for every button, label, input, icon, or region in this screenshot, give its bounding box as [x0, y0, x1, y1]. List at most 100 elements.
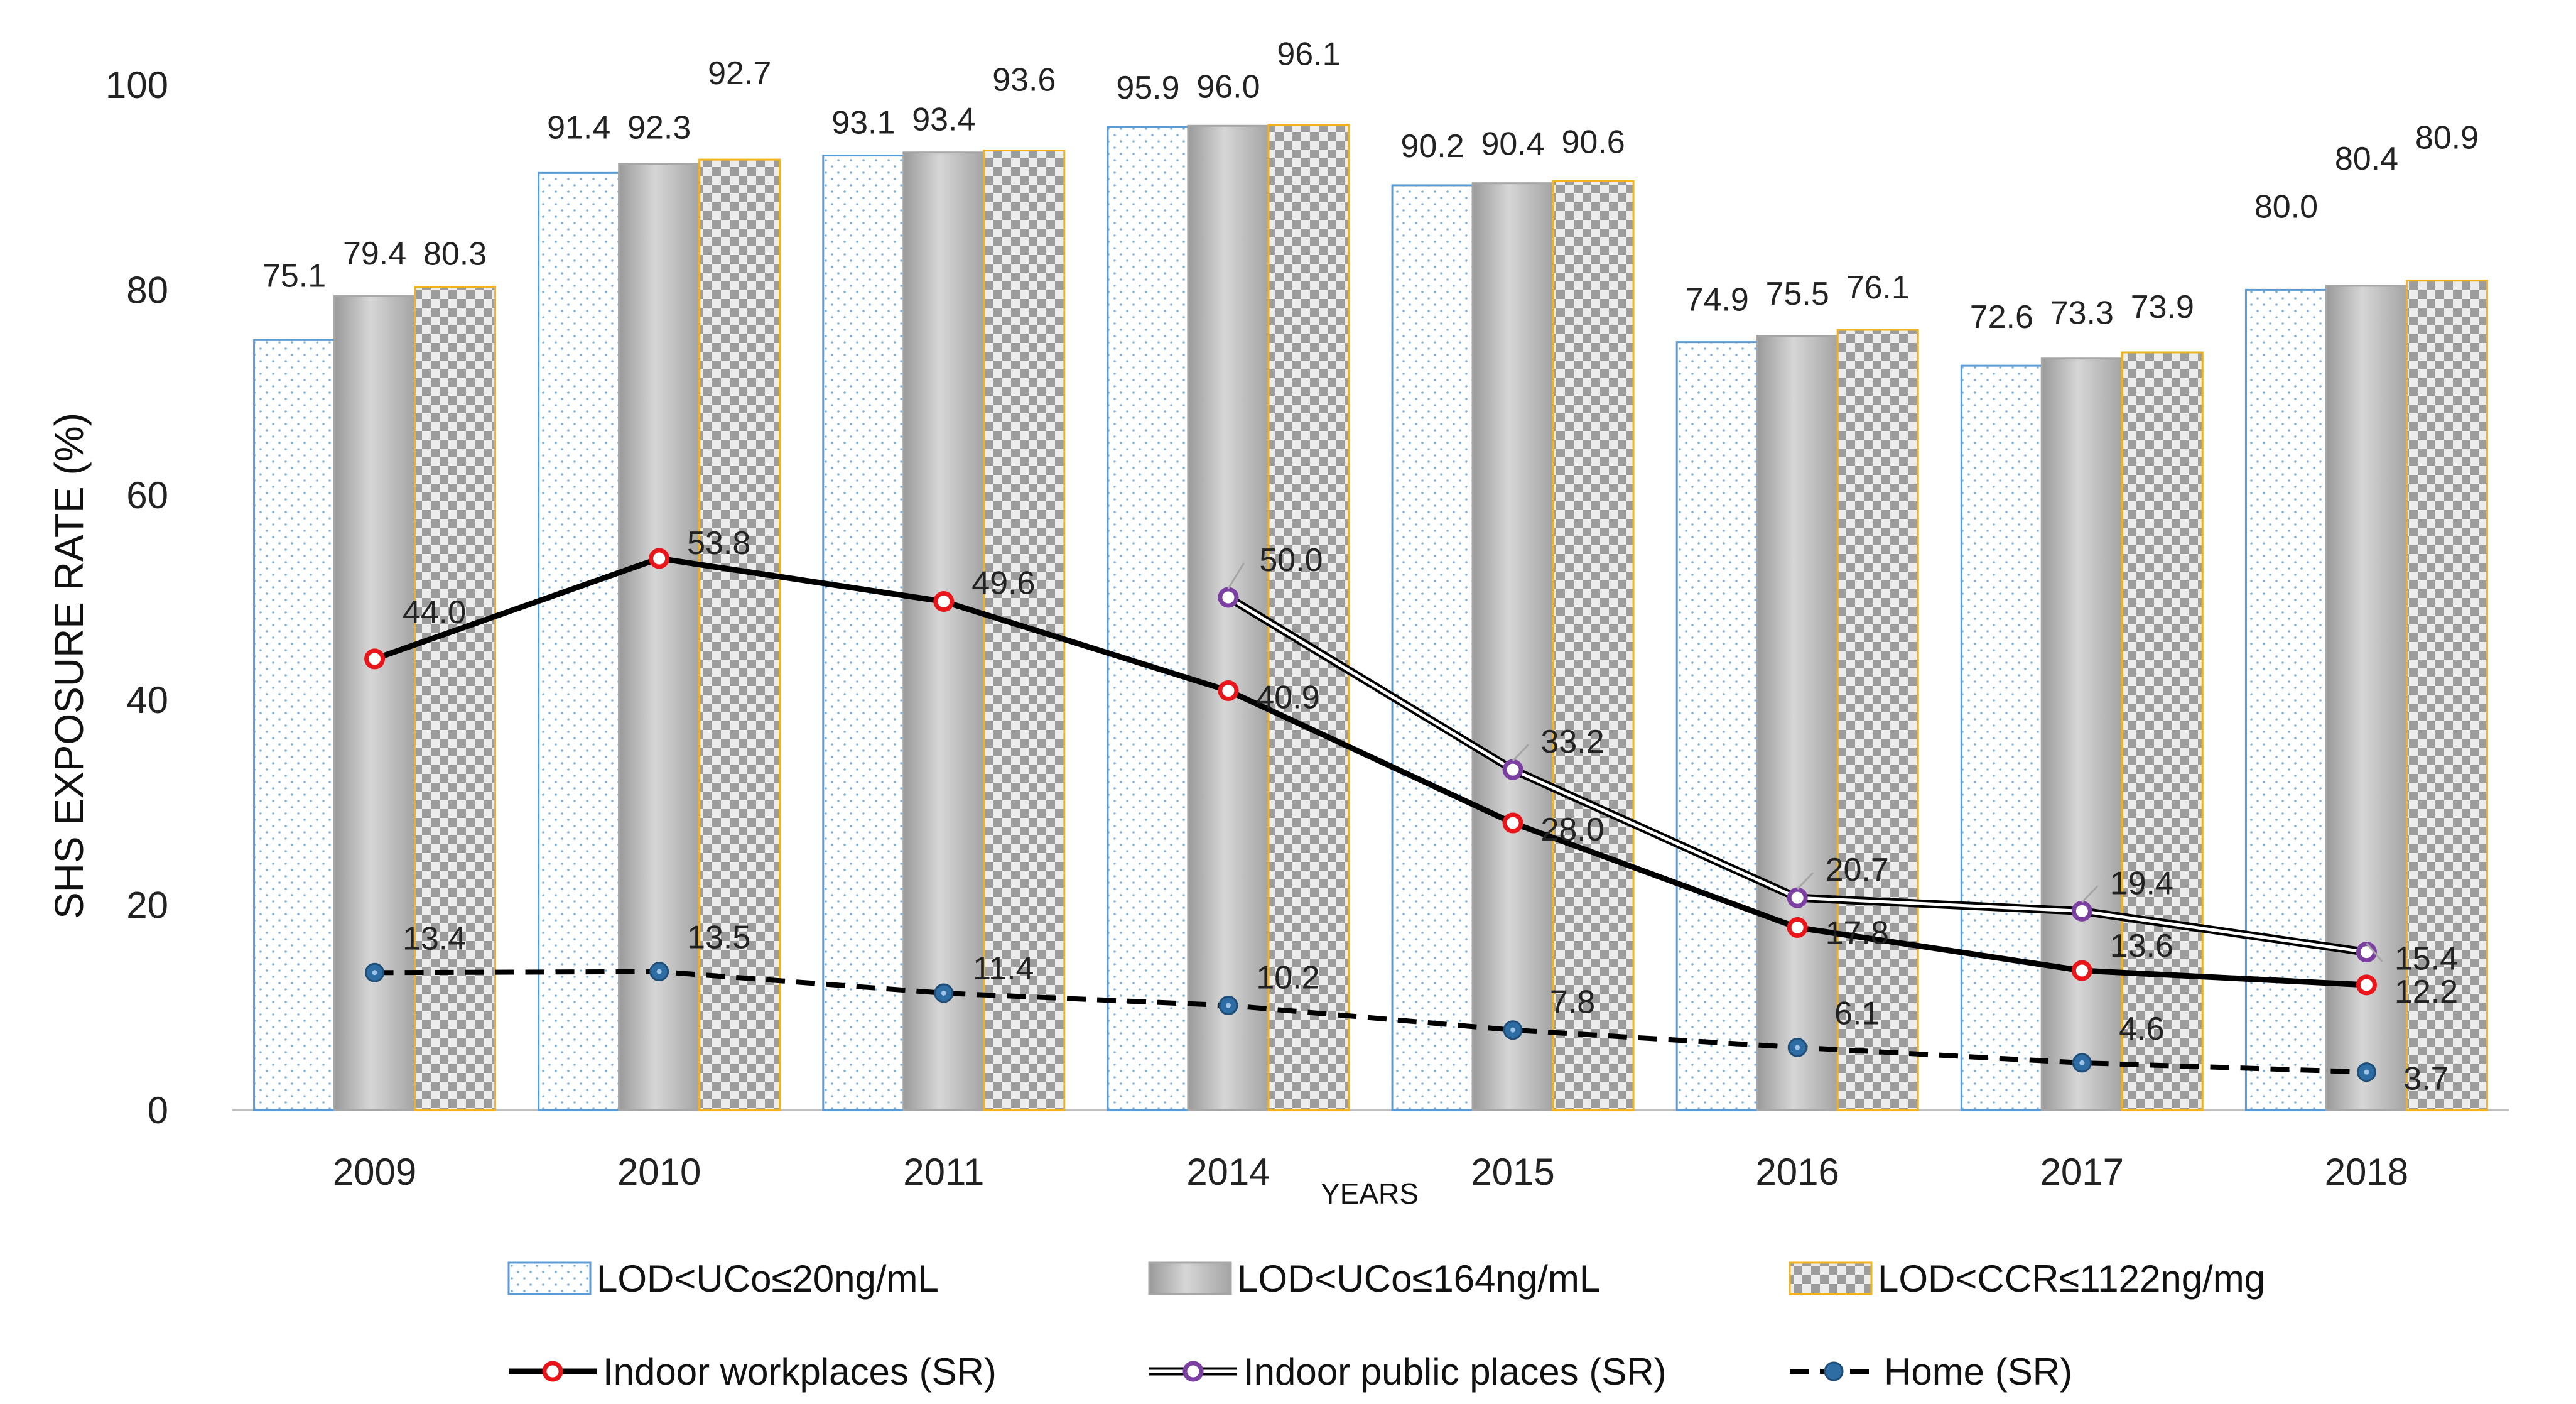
- bar-2: [2121, 351, 2204, 1111]
- marker-dot-2: [1795, 1045, 1800, 1050]
- marker-dot-2: [1225, 1003, 1231, 1008]
- bar-data-label: 73.3: [2050, 295, 2114, 332]
- bar-data-label: 92.3: [627, 110, 691, 146]
- y-axis-title: SHS EXPOSURE RATE (%): [46, 413, 92, 919]
- marker-dot-2: [1510, 1027, 1516, 1033]
- legend-marker-2: [1824, 1361, 1844, 1381]
- leader-line: [2366, 942, 2383, 962]
- line-data-label: 13.6: [2110, 928, 2173, 964]
- line-data-label: 6.1: [1834, 995, 1880, 1031]
- bar-2: [2405, 280, 2488, 1111]
- bar-0: [822, 155, 905, 1111]
- bar-data-label: 80.3: [423, 236, 487, 273]
- marker-1: [1502, 759, 1523, 780]
- line-data-label: 49.6: [971, 565, 1035, 602]
- legend-label: LOD<UCo≤20ng/mL: [597, 1258, 939, 1300]
- bar-data-label: 75.1: [262, 258, 326, 294]
- line-home: [374, 969, 2367, 1075]
- line-data-label: 33.2: [1540, 724, 1604, 760]
- y-tick-label: 100: [106, 64, 168, 106]
- y-tick-label: 60: [126, 474, 168, 516]
- bar-data-label: 75.5: [1766, 276, 1829, 312]
- bar-data-label: 80.4: [2335, 141, 2398, 177]
- bar-1: [2325, 285, 2408, 1111]
- marker-0: [2071, 960, 2092, 981]
- bar-data-label: 90.6: [1561, 124, 1625, 160]
- marker-0: [1787, 917, 1808, 939]
- legend-label: Home (SR): [1884, 1351, 2072, 1393]
- bar-data-label: 90.2: [1400, 128, 1464, 165]
- bar-2: [983, 149, 1066, 1111]
- line-data-label: 12.2: [2395, 974, 2458, 1010]
- line-data-label: 15.4: [2395, 941, 2458, 977]
- bar-0: [2244, 288, 2327, 1111]
- marker-1: [1218, 587, 1239, 608]
- bar-1: [333, 295, 416, 1111]
- line-data-label: 53.8: [687, 525, 750, 562]
- line-data-label: 4.6: [2119, 1011, 2164, 1047]
- bar-2: [1836, 329, 1919, 1111]
- marker-0: [364, 648, 386, 670]
- marker-0: [1502, 812, 1523, 834]
- line-data-label: 13.5: [687, 920, 750, 956]
- legend-label: Indoor public places (SR): [1243, 1351, 1667, 1393]
- marker-0: [933, 591, 955, 612]
- x-tick-label: 2018: [2325, 1151, 2408, 1193]
- line-data-label: 28.0: [1540, 812, 1604, 848]
- line-data-label: 13.4: [403, 920, 466, 957]
- bar-0: [1960, 364, 2043, 1111]
- legend: LOD<UCo≤20ng/mL LOD<UCo≤164ng/mL LOD<CCR≤1…: [507, 1258, 2265, 1393]
- bar-data-label: 79.4: [343, 236, 406, 272]
- marker-0: [1218, 680, 1239, 702]
- x-tick-label: 2014: [1186, 1151, 1270, 1193]
- x-tick-label: 2015: [1471, 1151, 1554, 1193]
- y-tick-label: 80: [126, 269, 168, 311]
- y-tick-label: 0: [148, 1089, 168, 1131]
- bar-data-label: 80.0: [2254, 188, 2318, 225]
- x-tick-label: 2017: [2040, 1151, 2124, 1193]
- marker-dot-2: [2079, 1060, 2085, 1065]
- bar-data-label: 92.7: [708, 55, 771, 92]
- bar-data-label: 80.9: [2415, 120, 2479, 156]
- line-data-label: 50.0: [1259, 542, 1323, 579]
- leader-line: [1797, 872, 1814, 890]
- legend-swatch-0: [507, 1261, 592, 1295]
- x-tick-label: 2011: [903, 1151, 984, 1193]
- bar-data-label: 96.0: [1196, 68, 1260, 105]
- leader-line: [2081, 885, 2099, 903]
- marker-dot-2: [372, 970, 377, 976]
- marker-1: [2356, 942, 2377, 963]
- x-tick-label: 2016: [1755, 1151, 1839, 1193]
- marker-1: [2071, 900, 2092, 922]
- leader-line: [1512, 744, 1530, 762]
- legend-label: Indoor workplaces (SR): [603, 1351, 997, 1393]
- y-tick-label: 20: [126, 884, 168, 927]
- line-data-label: 7.8: [1550, 984, 1595, 1021]
- bar-1: [1471, 182, 1554, 1111]
- marker-0: [2356, 974, 2377, 996]
- bar-data-label: 76.1: [1846, 269, 1910, 306]
- bar-2: [1267, 124, 1350, 1111]
- bar-0: [1675, 341, 1758, 1111]
- bar-data-label: 90.4: [1481, 126, 1544, 163]
- legend-label: LOD<CCR≤1122ng/mg: [1878, 1258, 2265, 1300]
- line-indoor-workplaces: [374, 555, 2367, 988]
- bar-2: [1552, 180, 1635, 1111]
- bar-2: [414, 286, 497, 1111]
- marker-dot-2: [2364, 1069, 2369, 1075]
- bar-data-label: 74.9: [1686, 282, 1749, 318]
- marker-1: [1787, 887, 1808, 908]
- bar-1: [618, 163, 701, 1111]
- line-data-label: 3.7: [2403, 1061, 2449, 1097]
- x-tick-label: 2009: [333, 1151, 416, 1193]
- line-data-label: 20.7: [1826, 852, 1889, 888]
- leader-line: [1227, 562, 1245, 589]
- bar-data-label: 96.1: [1277, 36, 1340, 73]
- x-axis-title: YEARS: [1321, 1177, 1419, 1210]
- bar-1: [902, 151, 985, 1111]
- marker-0: [649, 548, 670, 569]
- marker-dot-2: [656, 969, 662, 974]
- legend-marker-1: [1182, 1361, 1204, 1382]
- line-data-label: 19.4: [2110, 865, 2173, 901]
- legend-swatch-2: [1789, 1261, 1873, 1295]
